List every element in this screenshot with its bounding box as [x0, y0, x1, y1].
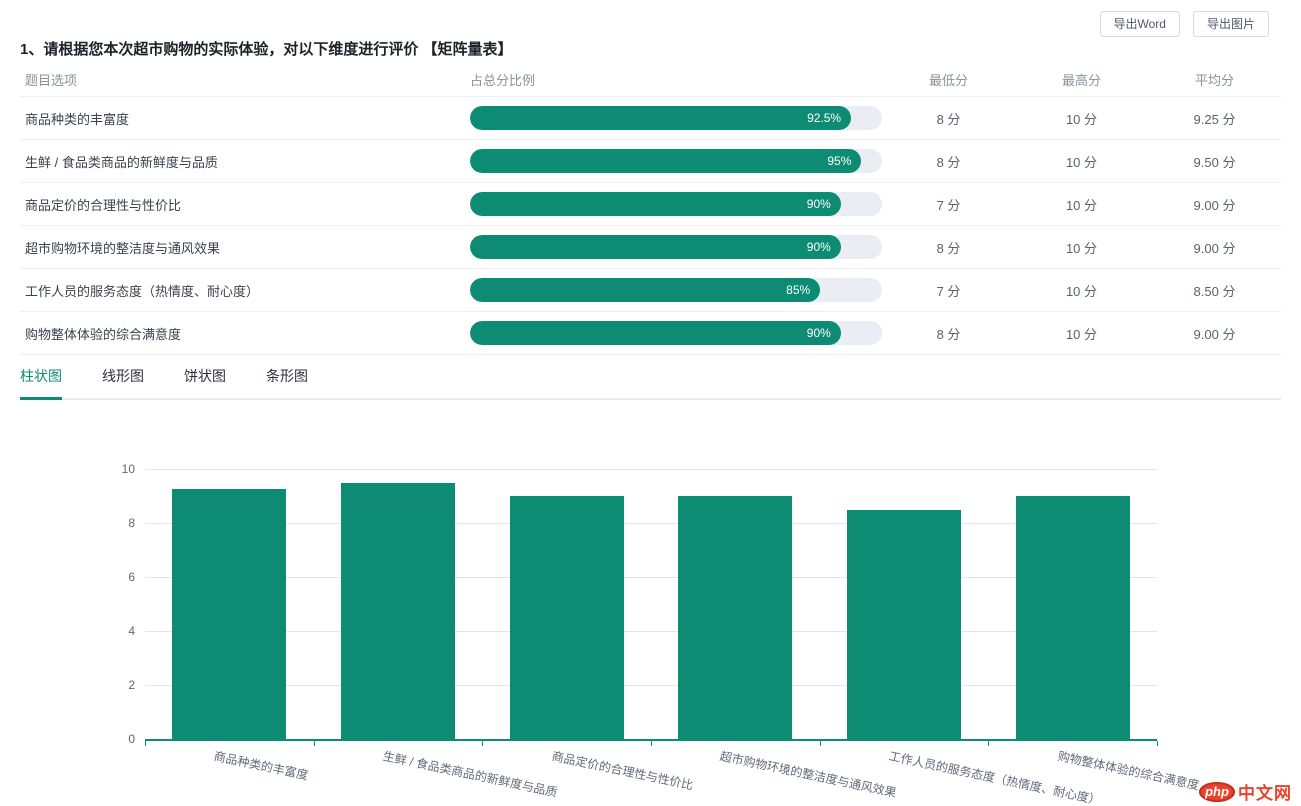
row-label: 商品定价的合理性与性价比	[25, 197, 182, 213]
min-score: 8 分	[936, 326, 961, 342]
y-axis-tick-label: 0	[128, 732, 135, 746]
x-axis-category-label: 超市购物环境的整洁度与通风效果	[719, 748, 898, 801]
bar-3[interactable]	[678, 496, 793, 739]
progress-percent-label: 90%	[806, 197, 831, 211]
average-score-bar-chart: 0 2 4 6 8 10 商品种类的丰富度 生鲜 / 食品类商品的新鲜度与品质 商品定价的合理性…	[0, 440, 1301, 806]
x-axis-category-label: 商品种类的丰富度	[213, 748, 310, 783]
min-score: 8 分	[936, 240, 961, 256]
header-avg: 平均分	[1194, 72, 1234, 88]
y-axis-tick-label: 6	[128, 570, 135, 584]
x-axis-tick	[651, 741, 652, 746]
avg-score: 9.50 分	[1193, 154, 1236, 170]
row-label: 生鲜 / 食品类商品的新鲜度与品质	[25, 154, 218, 170]
results-table: 题目选项 占总分比例 最低分 最高分 平均分 商品种类的丰富度 92.5% 8 …	[20, 62, 1281, 355]
x-axis-line	[145, 739, 1157, 741]
x-axis-tick	[819, 741, 821, 746]
progress-bar: 90%	[470, 235, 882, 259]
x-axis-category-label: 生鲜 / 食品类商品的新鲜度与品质	[381, 748, 559, 800]
gridline	[145, 523, 1157, 524]
tab-column-chart[interactable]: 柱状图	[20, 366, 62, 400]
progress-bar: 85%	[470, 278, 882, 302]
gridline	[145, 469, 1157, 470]
avg-score: 9.00 分	[1193, 240, 1236, 256]
export-toolbar: 导出Word 导出图片	[1099, 11, 1269, 37]
tab-pie-chart[interactable]: 饼状图	[184, 368, 226, 384]
max-score: 10 分	[1065, 154, 1098, 170]
progress-percent-label: 90%	[806, 326, 831, 340]
progress-percent-label: 95%	[827, 154, 852, 168]
max-score: 10 分	[1065, 197, 1098, 213]
bar-0[interactable]	[172, 489, 287, 739]
site-name-text: 中文网	[1238, 784, 1292, 803]
x-axis-tick	[313, 741, 315, 746]
php-cn-logo[interactable]: php 中文网	[1199, 779, 1292, 804]
header-option: 题目选项	[25, 72, 78, 88]
question-title: 1、请根据您本次超市购物的实际体验，对以下维度进行评价 【矩阵量表】	[20, 41, 513, 58]
header-min: 最低分	[928, 72, 968, 88]
table-row: 工作人员的服务态度（热情度、耐心度） 85% 7 分 10 分 8.50 分	[20, 269, 1281, 312]
table-row: 商品定价的合理性与性价比 90% 7 分 10 分 9.00 分	[20, 183, 1281, 226]
table-header-row: 题目选项 占总分比例 最低分 最高分 平均分	[20, 62, 1281, 97]
tab-line-chart[interactable]: 线形图	[102, 368, 144, 384]
y-axis-tick-label: 10	[121, 462, 135, 476]
x-axis-tick	[1157, 741, 1158, 746]
max-score: 10 分	[1065, 283, 1098, 299]
progress-percent-label: 90%	[806, 240, 831, 254]
progress-percent-label: 92.5%	[807, 111, 842, 125]
table-row: 商品种类的丰富度 92.5% 8 分 10 分 9.25 分	[20, 97, 1281, 140]
avg-score: 9.00 分	[1193, 197, 1236, 213]
max-score: 10 分	[1065, 240, 1098, 256]
min-score: 8 分	[936, 111, 961, 127]
progress-bar: 90%	[470, 192, 882, 216]
row-label: 商品种类的丰富度	[25, 111, 130, 127]
export-image-button[interactable]: 导出图片	[1192, 11, 1269, 37]
progress-percent-label: 85%	[786, 283, 811, 297]
progress-bar: 95%	[470, 149, 882, 173]
gridline	[145, 577, 1157, 578]
bar-4[interactable]	[847, 509, 961, 739]
avg-score: 9.25 分	[1193, 111, 1236, 127]
tab-bar-chart[interactable]: 条形图	[266, 368, 308, 384]
export-word-button[interactable]: 导出Word	[1099, 11, 1180, 37]
row-label: 工作人员的服务态度（热情度、耐心度）	[25, 283, 260, 299]
avg-score: 9.00 分	[1193, 326, 1236, 342]
table-row: 生鲜 / 食品类商品的新鲜度与品质 95% 8 分 10 分 9.50 分	[20, 140, 1281, 183]
x-axis-tick	[145, 741, 146, 746]
bar-1[interactable]	[341, 482, 455, 739]
table-row: 超市购物环境的整洁度与通风效果 90% 8 分 10 分 9.00 分	[20, 226, 1281, 269]
header-max: 最高分	[1061, 72, 1101, 88]
min-score: 8 分	[936, 154, 961, 170]
y-axis-tick-label: 2	[128, 678, 135, 692]
max-score: 10 分	[1065, 111, 1098, 127]
bar-5[interactable]	[1015, 496, 1130, 739]
x-axis-category-label: 商品定价的合理性与性价比	[550, 748, 695, 793]
min-score: 7 分	[936, 197, 961, 213]
progress-bar: 90%	[470, 321, 882, 345]
php-badge-icon: php	[1199, 781, 1235, 802]
row-label: 购物整体体验的综合满意度	[25, 326, 182, 342]
header-ratio: 占总分比例	[470, 72, 536, 88]
x-axis-tick	[988, 741, 990, 746]
gridline	[145, 685, 1157, 686]
max-score: 10 分	[1065, 326, 1098, 342]
chart-type-tabs: 柱状图 线形图 饼状图 条形图	[20, 366, 1281, 400]
min-score: 7 分	[936, 283, 961, 299]
y-axis-tick-label: 4	[128, 624, 135, 638]
table-row: 购物整体体验的综合满意度 90% 8 分 10 分 9.00 分	[20, 312, 1281, 355]
x-axis-tick	[482, 741, 484, 746]
row-label: 超市购物环境的整洁度与通风效果	[25, 240, 221, 256]
avg-score: 8.50 分	[1193, 283, 1236, 299]
y-axis-tick-label: 8	[128, 516, 135, 530]
gridline	[145, 631, 1157, 632]
progress-bar: 92.5%	[470, 106, 882, 130]
bar-2[interactable]	[509, 496, 624, 739]
